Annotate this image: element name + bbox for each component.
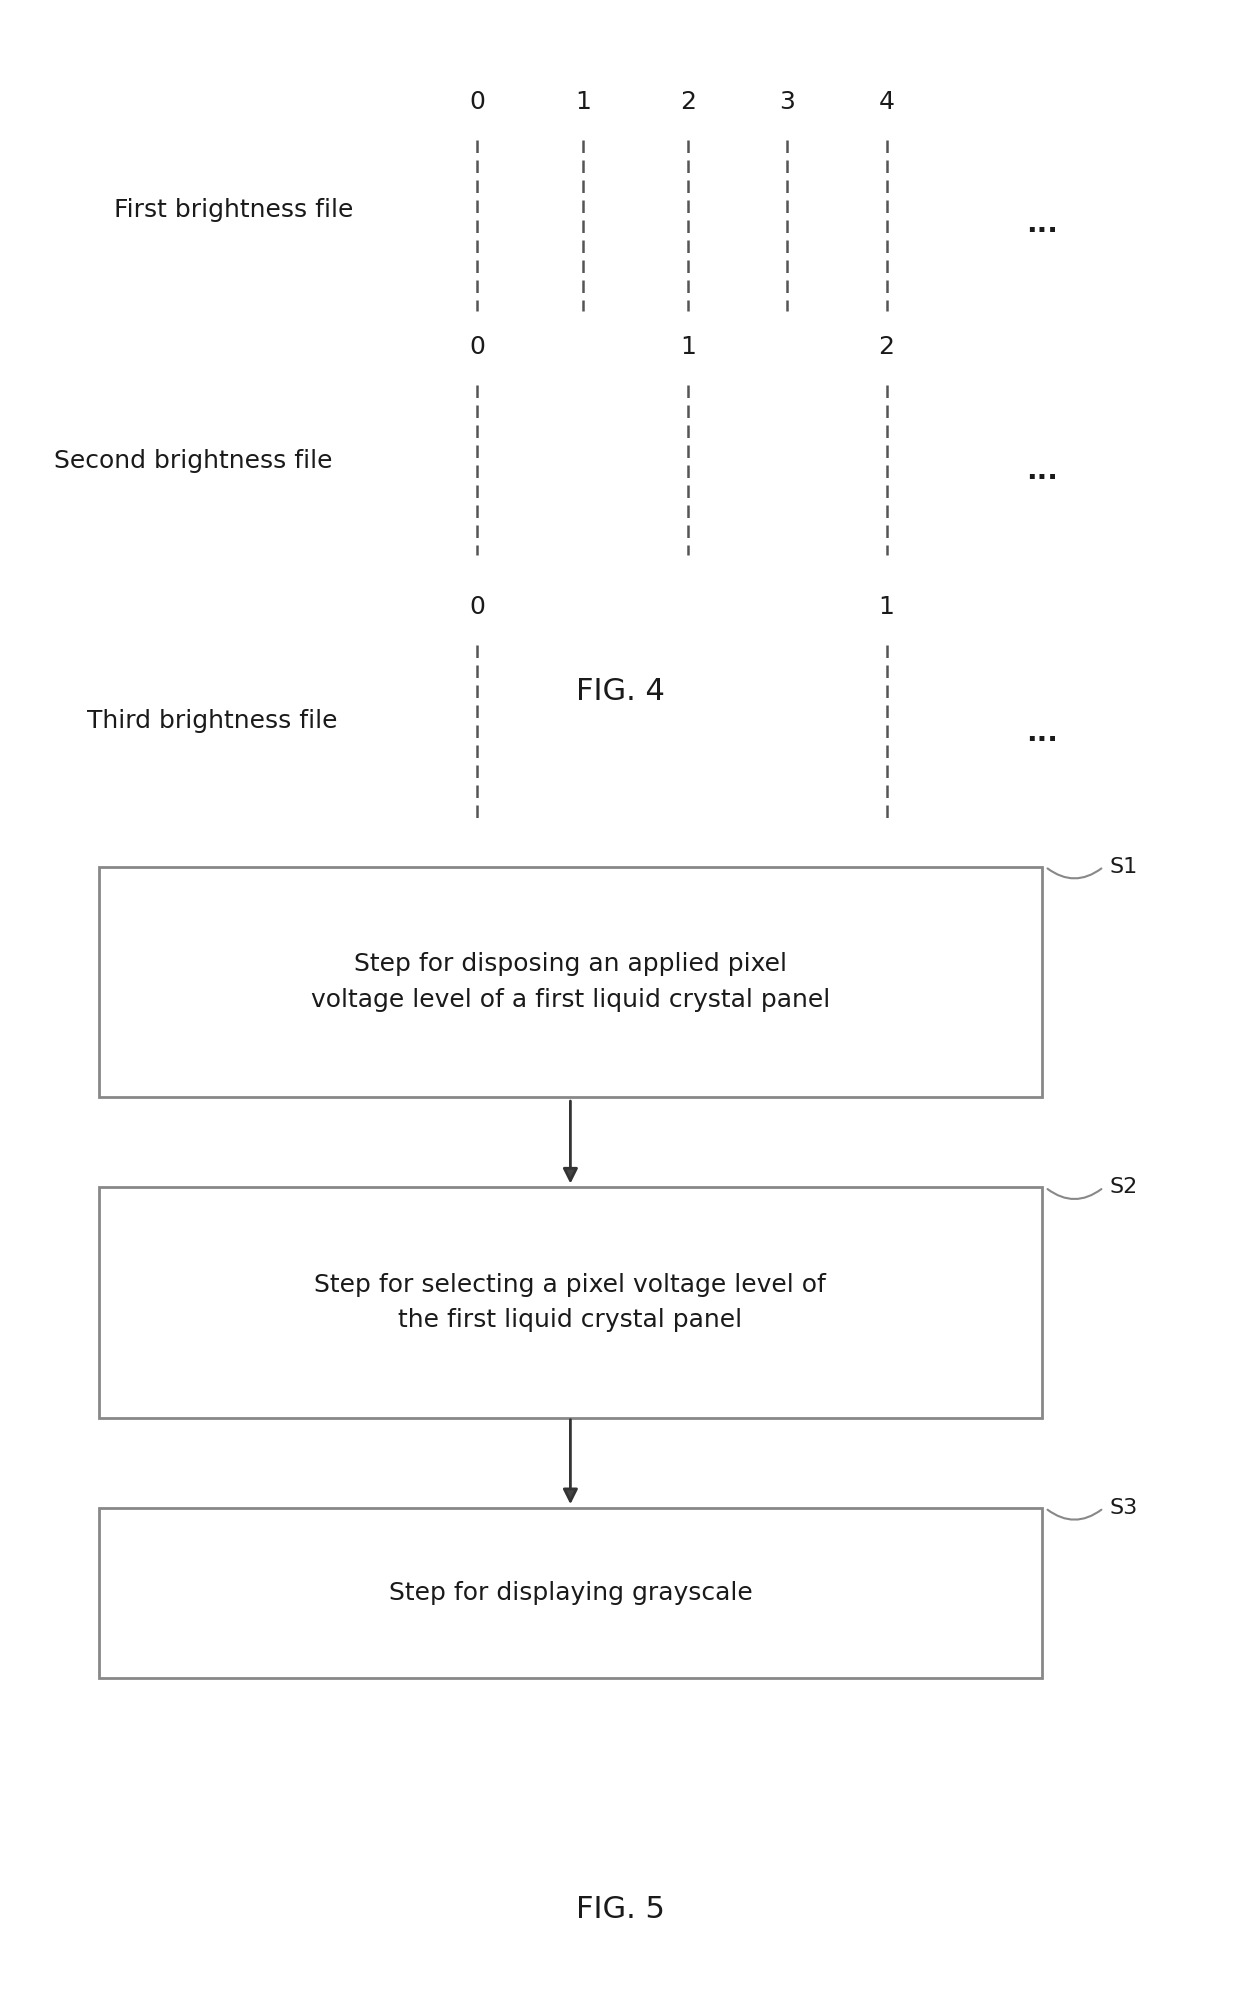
Text: Second brightness file: Second brightness file (53, 449, 332, 473)
Text: ...: ... (1025, 457, 1058, 485)
Text: Step for selecting a pixel voltage level of
the first liquid crystal panel: Step for selecting a pixel voltage level… (315, 1273, 826, 1333)
Text: 2: 2 (879, 335, 894, 359)
Text: ...: ... (1025, 719, 1058, 747)
Text: 2: 2 (681, 90, 696, 114)
Text: 1: 1 (575, 90, 590, 114)
Text: First brightness file: First brightness file (114, 198, 353, 222)
Text: Step for displaying grayscale: Step for displaying grayscale (388, 1581, 753, 1605)
Text: 4: 4 (879, 90, 894, 114)
Text: S1: S1 (1110, 858, 1138, 876)
Text: Step for disposing an applied pixel
voltage level of a first liquid crystal pane: Step for disposing an applied pixel volt… (311, 952, 830, 1012)
Text: 1: 1 (681, 335, 696, 359)
Text: S3: S3 (1110, 1499, 1138, 1517)
FancyBboxPatch shape (99, 1186, 1042, 1419)
Text: ...: ... (1025, 210, 1058, 238)
Text: 0: 0 (470, 335, 485, 359)
Text: 0: 0 (470, 595, 485, 619)
Text: Third brightness file: Third brightness file (87, 709, 337, 733)
Text: 1: 1 (879, 595, 894, 619)
Text: FIG. 5: FIG. 5 (575, 1896, 665, 1924)
Text: 0: 0 (470, 90, 485, 114)
FancyBboxPatch shape (99, 868, 1042, 1098)
Text: S2: S2 (1110, 1178, 1138, 1196)
Text: FIG. 4: FIG. 4 (575, 677, 665, 705)
Text: 3: 3 (780, 90, 795, 114)
FancyBboxPatch shape (99, 1509, 1042, 1679)
